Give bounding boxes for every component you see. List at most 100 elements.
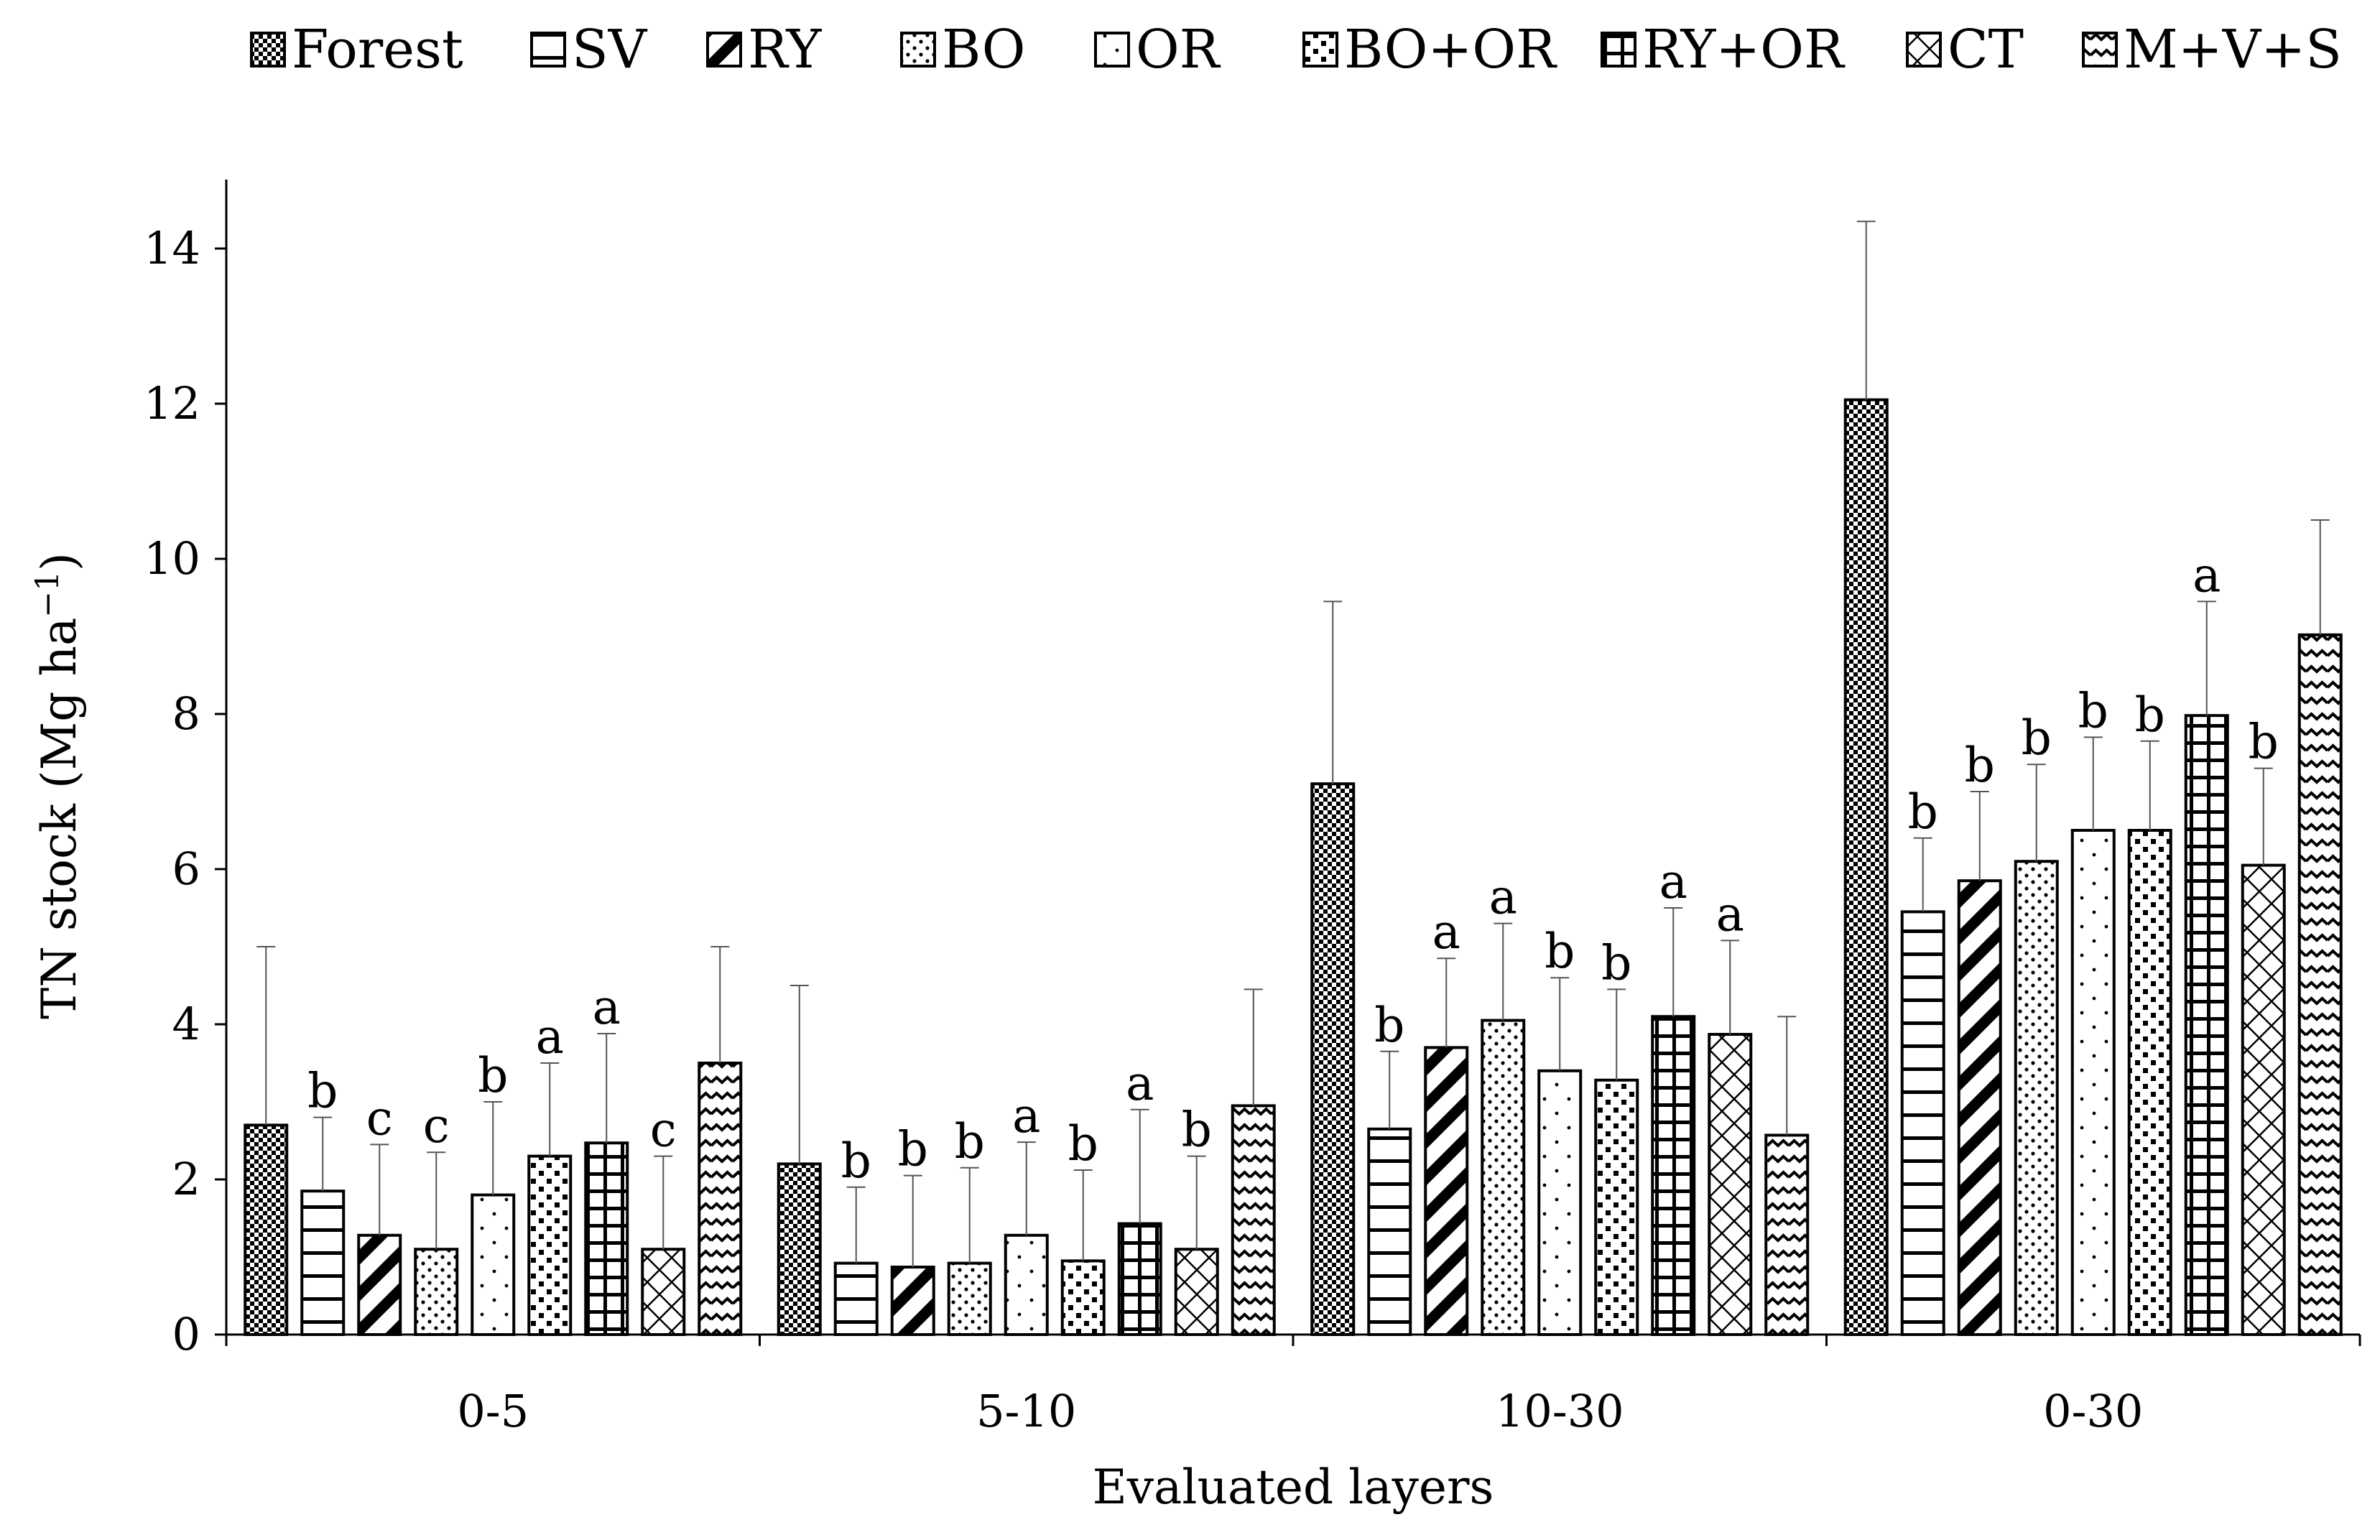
y-tick-label: 2 — [172, 1153, 200, 1205]
y-axis-title-main: TN stock (Mg ha — [32, 618, 87, 1019]
error-bar-ry-10-30 — [1437, 957, 1456, 1048]
legend-swatch-bo — [900, 32, 936, 68]
error-bar-forest-0-30 — [1856, 221, 1876, 400]
bar-ct-0-30 — [2241, 863, 2286, 1336]
bar-or-10-30 — [1537, 1069, 1583, 1337]
y-axis-ticks: 0 2 4 6 8 10 12 14 — [144, 222, 226, 1360]
bar-bo-0-5 — [414, 1248, 459, 1336]
error-bar-bo-plus-or-0-5 — [540, 1062, 560, 1156]
bar-m-plus-v-plus-s-5-10 — [1231, 1104, 1276, 1337]
significance-letter-ry-5-10: b — [898, 1122, 928, 1177]
bar-forest-5-10 — [777, 1162, 822, 1337]
axes: 0 2 4 6 8 10 12 14 0-5 5-10 10-30 0-30 — [144, 180, 2361, 1437]
x-tick-label-0-5: 0-5 — [457, 1385, 529, 1437]
bar-sv-0-30 — [1900, 910, 1945, 1336]
significance-letter-ry-plus-or-5-10: a — [1126, 1056, 1154, 1111]
error-bar-forest-10-30 — [1323, 600, 1343, 784]
legend-label-ct: CT — [1948, 19, 2024, 80]
bar-ry-plus-or-0-5 — [584, 1141, 629, 1336]
significance-letter-ry-plus-or-0-5: a — [593, 980, 621, 1035]
significance-letter-bo-10-30: a — [1489, 870, 1517, 925]
error-bar-ry-0-30 — [1970, 791, 1989, 881]
significance-letter-or-10-30: b — [1545, 924, 1575, 979]
error-bar-bo-0-5 — [427, 1151, 446, 1250]
error-bar-m-plus-v-plus-s-0-30 — [2310, 519, 2330, 635]
y-tick-label: 6 — [172, 843, 200, 895]
bar-bo-10-30 — [1481, 1019, 1526, 1336]
error-bar-ry-plus-or-0-5 — [597, 1032, 616, 1144]
bar-ry-10-30 — [1424, 1046, 1469, 1337]
y-axis-title-superscript: −1 — [29, 571, 66, 618]
significance-letter-sv-0-5: b — [307, 1064, 338, 1119]
legend-swatch-or — [1094, 32, 1130, 68]
bar-m-plus-v-plus-s-0-30 — [2297, 633, 2343, 1336]
significance-letter-sv-5-10: b — [841, 1133, 871, 1189]
bar-ry-5-10 — [890, 1266, 935, 1337]
significance-letter-ry-10-30: a — [1432, 904, 1460, 960]
legend-label-sv: SV — [572, 19, 648, 80]
bar-or-5-10 — [1004, 1233, 1049, 1337]
legend: Forest SV RY BO OR BO+OR RY+OR CT M+V+S — [250, 19, 2342, 80]
significance-letter-bo-plus-or-0-30: b — [2135, 687, 2165, 743]
bar-ry-0-30 — [1957, 879, 2002, 1336]
legend-item-or: OR — [1094, 19, 1221, 80]
x-tick-label-0-30: 0-30 — [2043, 1385, 2143, 1437]
legend-item-forest: Forest — [250, 19, 463, 80]
significance-letter-ry-0-30: b — [1965, 738, 1995, 793]
legend-label-ry: RY — [748, 19, 822, 80]
error-bar-sv-0-5 — [313, 1116, 333, 1192]
legend-label-m-plus-v-plus-s: M+V+S — [2124, 19, 2342, 80]
error-bar-ry-0-5 — [370, 1144, 389, 1235]
significance-letter-bo-5-10: b — [955, 1114, 985, 1169]
legend-label-forest: Forest — [292, 19, 463, 80]
significance-letter-bo-plus-or-5-10: b — [1068, 1116, 1098, 1172]
bar-forest-0-30 — [1843, 398, 1889, 1336]
significance-letter-bo-plus-or-0-5: a — [536, 1009, 564, 1064]
error-bar-m-plus-v-plus-s-5-10 — [1244, 988, 1263, 1106]
error-bar-sv-0-30 — [1913, 837, 1932, 912]
bars — [244, 398, 2343, 1337]
error-bar-ry-5-10 — [903, 1174, 922, 1268]
bar-bo-plus-or-5-10 — [1060, 1259, 1106, 1337]
y-tick-label: 14 — [144, 222, 200, 274]
bar-forest-0-5 — [244, 1123, 289, 1337]
error-bar-ry-plus-or-0-30 — [2197, 600, 2216, 716]
legend-label-or: OR — [1136, 19, 1221, 80]
bar-sv-5-10 — [833, 1261, 879, 1337]
significance-letter-ry-plus-or-10-30: a — [1659, 854, 1687, 909]
y-tick-label: 10 — [144, 532, 200, 585]
error-bar-m-plus-v-plus-s-10-30 — [1777, 1016, 1797, 1136]
bar-m-plus-v-plus-s-10-30 — [1764, 1133, 1810, 1336]
significance-letter-or-0-5: b — [478, 1048, 508, 1103]
error-bar-ct-0-30 — [2254, 767, 2273, 866]
error-bar-sv-10-30 — [1380, 1050, 1399, 1129]
error-bar-bo-0-30 — [2027, 764, 2046, 862]
error-bar-ry-plus-or-5-10 — [1130, 1108, 1149, 1224]
significance-letter-ry-0-5: c — [366, 1090, 393, 1146]
error-bar-ct-10-30 — [1721, 940, 1740, 1035]
bar-or-0-30 — [2070, 829, 2116, 1336]
bar-bo-5-10 — [947, 1261, 992, 1337]
y-tick-label: 8 — [172, 687, 200, 740]
error-bar-sv-5-10 — [846, 1186, 866, 1263]
y-tick-label: 12 — [144, 377, 200, 430]
y-axis-title: TN stock (Mg ha−1) — [29, 552, 87, 1019]
error-bar-ct-5-10 — [1187, 1155, 1206, 1250]
bar-bo-plus-or-0-30 — [2127, 829, 2172, 1336]
error-bar-or-5-10 — [1017, 1141, 1036, 1235]
bar-ry-plus-or-5-10 — [1117, 1222, 1162, 1337]
significance-letter-ct-0-30: b — [2249, 715, 2279, 770]
bar-sv-10-30 — [1367, 1127, 1412, 1337]
bar-m-plus-v-plus-s-0-5 — [698, 1062, 743, 1336]
bar-bo-plus-or-0-5 — [527, 1154, 573, 1336]
legend-label-ry-plus-or: RY+OR — [1642, 19, 1846, 80]
significance-letter-or-5-10: a — [1012, 1088, 1040, 1144]
significance-letter-sv-10-30: b — [1374, 998, 1404, 1053]
legend-item-m-plus-v-plus-s: M+V+S — [2082, 19, 2342, 80]
error-bar-or-10-30 — [1550, 977, 1570, 1071]
error-bars — [256, 221, 2330, 1268]
x-tick-label-5-10: 5-10 — [976, 1385, 1076, 1437]
legend-swatch-ry — [706, 32, 742, 68]
